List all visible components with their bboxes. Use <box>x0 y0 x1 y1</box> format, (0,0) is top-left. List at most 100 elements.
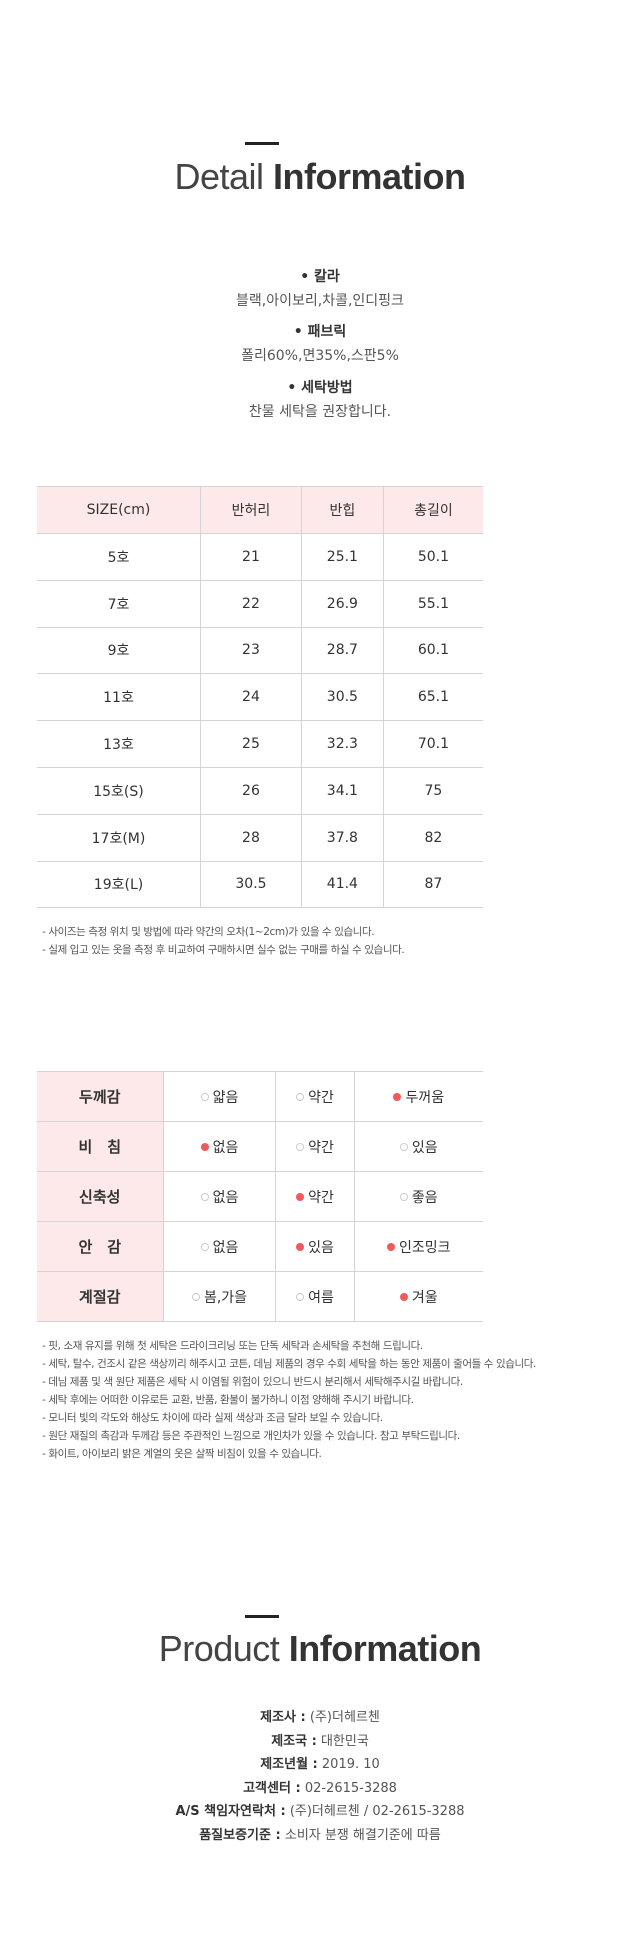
empty-dot-icon <box>200 1092 209 1101</box>
table-cell: 23 <box>200 626 302 675</box>
spec-label-text: 패브릭 <box>307 324 347 340</box>
table-row: 19호(L) 30.5 41.4 87 <box>37 860 483 909</box>
table-cell: 5호 <box>37 533 201 581</box>
option-label: 약간 <box>308 1189 334 1206</box>
title-light: Detail <box>174 156 264 197</box>
feel-option: 두꺼움 <box>353 1071 483 1122</box>
feel-option: 얇음 <box>162 1071 276 1122</box>
table-cell: 75 <box>382 766 483 815</box>
info-item: A/S 책임자연락처 : (주)더헤르첸 / 02-2615-3288 <box>0 1800 640 1824</box>
table-cell: 17호(M) <box>37 813 201 862</box>
column-header: 반허리 <box>200 486 302 534</box>
info-value: 대한민국 <box>320 1733 369 1749</box>
table-cell: 15호(S) <box>37 766 201 815</box>
spec-label-text: 칼라 <box>314 269 340 285</box>
note-line: - 원단 재질의 촉감과 두께감 등은 주관적인 느낌으로 개인차가 있을 수 … <box>42 1430 460 1442</box>
title-divider <box>245 142 279 145</box>
info-value: (주)더헤르첸 / 02-2615-3288 <box>289 1804 465 1819</box>
feel-label: 두께감 <box>37 1071 163 1122</box>
info-value: 소비자 분쟁 해결기준에 따름 <box>284 1827 441 1843</box>
feel-option: 있음 <box>353 1121 483 1172</box>
table-cell: 21 <box>200 533 302 581</box>
info-label: 제조사 : <box>260 1710 306 1725</box>
product-title: Product Information <box>0 1628 640 1670</box>
empty-dot-icon <box>200 1242 209 1251</box>
feel-label: 신축성 <box>37 1171 163 1222</box>
fabric-feel-table: 두께감 얇음 약간 두꺼움 비 침 없음 약간 있음 신축성 없음 약간 좋음 안 감 없음 있음 인조밍크 계… <box>37 1071 483 1322</box>
title-divider <box>245 1615 279 1618</box>
table-row: 5호 21 25.1 50.1 <box>37 533 483 581</box>
feel-option: 약간 <box>275 1171 355 1222</box>
size-notes: - 사이즈는 측정 위치 및 방법에 따라 약간의 오차(1~2cm)가 있을 … <box>42 923 405 959</box>
empty-dot-icon <box>399 1192 408 1201</box>
size-table: SIZE(cm) 반허리 반힙 총길이 5호 21 25.1 50.1 7호 22 26.9 55.1… <box>37 486 483 909</box>
feel-option: 겨울 <box>353 1271 483 1322</box>
title-bold: Information <box>288 1628 482 1669</box>
product-info-list: 제조사 : (주)더헤르첸 제조국 : 대한민국 제조년월 : 2019. 10 고객… <box>0 1706 640 1847</box>
note-line: - 세탁, 탈수, 건조시 같은 색상끼리 해주시고 코튼, 데님 제품의 경우… <box>42 1358 536 1370</box>
feel-option: 여름 <box>275 1271 355 1322</box>
table-cell: 13호 <box>37 720 201 768</box>
table-cell: 26 <box>200 766 302 815</box>
feel-label: 안 감 <box>37 1221 163 1272</box>
table-cell: 30.5 <box>300 673 384 722</box>
table-cell: 19호(L) <box>37 860 201 909</box>
option-label: 인조밍크 <box>399 1239 451 1256</box>
option-label: 없음 <box>212 1139 239 1156</box>
feel-option: 없음 <box>162 1221 276 1272</box>
option-label: 약간 <box>308 1139 334 1156</box>
spec-label: • 세탁방법 <box>287 380 353 396</box>
spec-label: • 패브릭 <box>293 324 347 340</box>
filled-dot-icon <box>200 1142 209 1151</box>
table-cell: 41.4 <box>300 860 384 909</box>
option-label: 봄,가을 <box>203 1289 248 1306</box>
table-cell: 26.9 <box>300 579 384 628</box>
table-cell: 25.1 <box>300 533 384 581</box>
note-line: - 세탁 후에는 어떠한 이유로든 교환, 반품, 환불이 불가하니 이점 양해… <box>42 1394 414 1406</box>
note-line: - 실제 입고 있는 옷을 측정 후 비교하여 구매하시면 실수 없는 구매를 … <box>42 944 405 956</box>
info-value: 2019. 10 <box>321 1757 380 1772</box>
option-label: 얇음 <box>212 1089 239 1106</box>
note-line: - 모니터 빛의 각도와 해상도 차이에 따라 실제 색상과 조금 달라 보일 … <box>42 1412 383 1424</box>
info-label: A/S 책임자연락처 : <box>175 1804 286 1819</box>
option-label: 여름 <box>308 1289 334 1306</box>
option-label: 두꺼움 <box>405 1089 445 1106</box>
info-item: 제조국 : 대한민국 <box>0 1730 640 1754</box>
note-line: - 핏, 소재 유지를 위해 첫 세탁은 드라이크리닝 또는 단독 세탁과 손세… <box>42 1340 423 1352</box>
table-row: 17호(M) 28 37.8 82 <box>37 813 483 862</box>
spec-value: 폴리60%,면35%,스판5% <box>241 348 399 364</box>
feel-row: 계절감 봄,가을 여름 겨울 <box>37 1271 483 1322</box>
feel-option: 있음 <box>275 1221 355 1272</box>
feel-label: 계절감 <box>37 1271 163 1322</box>
filled-dot-icon <box>399 1292 408 1301</box>
option-label: 있음 <box>308 1239 334 1256</box>
option-label: 겨울 <box>411 1289 438 1306</box>
feel-row: 안 감 없음 있음 인조밍크 <box>37 1221 483 1272</box>
filled-dot-icon <box>393 1092 402 1101</box>
spec-value: 찬물 세탁을 권장합니다. <box>248 404 392 420</box>
table-cell: 30.5 <box>200 860 302 909</box>
table-row: 11호 24 30.5 65.1 <box>37 673 483 722</box>
spec-label-text: 세탁방법 <box>301 380 353 396</box>
filled-dot-icon <box>296 1192 305 1201</box>
table-cell: 60.1 <box>382 626 483 675</box>
feel-option: 없음 <box>162 1171 276 1222</box>
spec-item: • 칼라 블랙,아이보리,차콜,인디핑크 <box>0 266 640 310</box>
filled-dot-icon <box>296 1242 305 1251</box>
spec-value: 블랙,아이보리,차콜,인디핑크 <box>236 293 404 309</box>
info-item: 품질보증기준 : 소비자 분쟁 해결기준에 따름 <box>0 1824 640 1848</box>
table-cell: 24 <box>200 673 302 722</box>
note-line: - 사이즈는 측정 위치 및 방법에 따라 약간의 오차(1~2cm)가 있을 … <box>42 926 375 938</box>
column-header: SIZE(cm) <box>37 486 201 534</box>
option-label: 없음 <box>212 1239 239 1256</box>
column-header: 반힙 <box>300 486 384 534</box>
empty-dot-icon <box>296 1142 305 1151</box>
care-notes: - 핏, 소재 유지를 위해 첫 세탁은 드라이크리닝 또는 단독 세탁과 손세… <box>42 1337 536 1463</box>
empty-dot-icon <box>296 1092 305 1101</box>
detail-title: Detail Information <box>0 156 640 198</box>
note-line: - 데님 제품 및 색 원단 제품은 세탁 시 이염될 위험이 있으니 반드시 … <box>42 1376 463 1388</box>
filled-dot-icon <box>387 1242 395 1251</box>
option-label: 있음 <box>411 1139 438 1156</box>
empty-dot-icon <box>399 1142 408 1151</box>
table-cell: 70.1 <box>382 720 483 768</box>
